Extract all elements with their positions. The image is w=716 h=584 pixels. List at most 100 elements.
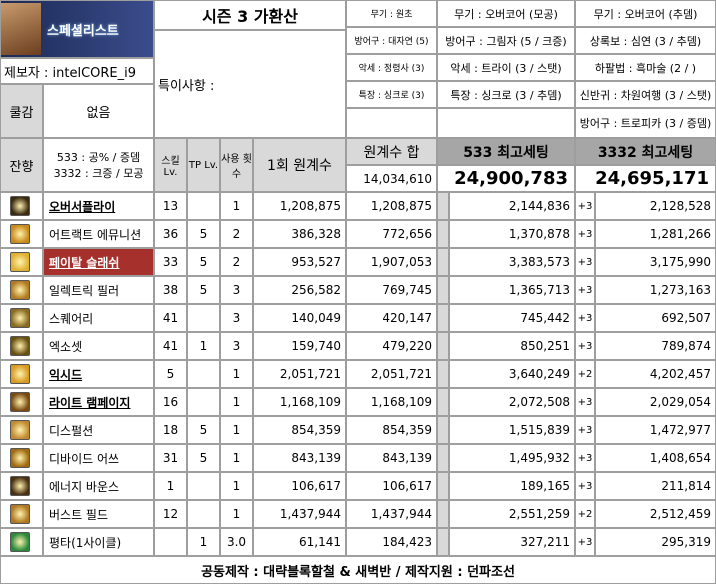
skill-3332: 4,202,457 [595,360,716,388]
skill-name-cell: 익시드 [43,360,154,388]
skill-3332: 295,319 [595,528,716,556]
skill-sum: 843,139 [346,444,437,472]
skill-icon [9,504,30,524]
skill-level-bonus: +3 [575,332,595,360]
skill-name-cell: 에너지 바운스 [43,472,154,500]
gap-cell [437,360,449,388]
skill-name-cell: 디스펄션 [43,416,154,444]
skill-sum: 1,437,944 [346,500,437,528]
skill-uses: 3.0 [220,528,253,556]
gap-cell [437,220,449,248]
residual-value-3332: 3332 : 크증 / 모공 [53,167,144,180]
skill-sum: 769,745 [346,276,437,304]
skill-533: 2,144,836 [449,192,575,220]
skill-icon-cell [0,192,43,220]
gap-cell [437,472,449,500]
skill-lv: 5 [154,360,187,388]
gear-mid-item-2: 악세 : 트라이 (3 / 스탯) [437,54,575,81]
residual-label: 잔향 [0,138,43,192]
skill-name-cell: 평타(1사이클) [43,528,154,556]
col-per-hit: 1회 원계수 [253,138,346,192]
skill-lv: 16 [154,388,187,416]
skill-3332: 789,874 [595,332,716,360]
col-tp-lv: TP Lv. [187,138,220,192]
gear-left-empty [346,108,437,138]
skill-per-hit: 1,437,944 [253,500,346,528]
skill-tp: 5 [187,444,220,472]
skill-per-hit: 140,049 [253,304,346,332]
skill-icon [9,476,30,496]
skill-533: 1,365,713 [449,276,575,304]
skill-name-cell: 디바이드 어쓰 [43,444,154,472]
gap-cell [437,444,449,472]
col-533-label: 533 최고세팅 [437,138,575,165]
gear-right-item-3: 신반귀 : 차원여행 (3 / 스탯) [575,81,716,108]
gap-cell [437,416,449,444]
skill-per-hit: 843,139 [253,444,346,472]
gap-cell [437,304,449,332]
skill-uses: 1 [220,500,253,528]
skill-uses: 1 [220,388,253,416]
skill-533: 1,515,839 [449,416,575,444]
skill-name: 에너지 바운스 [49,479,120,494]
skill-level-bonus: +3 [575,276,595,304]
special-notes-label: 특이사항 : [154,30,346,138]
skill-name: 라이트 램페이지 [49,395,131,410]
skill-uses: 1 [220,416,253,444]
skill-tp: 5 [187,276,220,304]
gap-cell [437,388,449,416]
cooldown-value: 없음 [43,84,154,138]
skill-icon-cell [0,332,43,360]
skill-per-hit: 1,208,875 [253,192,346,220]
skill-icon-cell [0,472,43,500]
skill-lv [154,528,187,556]
skill-533: 2,072,508 [449,388,575,416]
col-3332-label: 3332 최고세팅 [575,138,716,165]
skill-icon [9,336,30,356]
gear-left-item-0: 무기 : 원초 [346,0,437,27]
skill-name: 익시드 [49,367,83,382]
skill-level-bonus: +3 [575,444,595,472]
skill-icon [9,448,30,468]
skill-3332: 1,472,977 [595,416,716,444]
residual-value: 533 : 공% / 증뎀 3332 : 크증 / 모공 [43,138,154,192]
residual-value-533: 533 : 공% / 증뎀 [56,151,141,164]
skill-sum: 479,220 [346,332,437,360]
skill-name: 페이탈 슬래쉬 [47,252,122,272]
sheet-title: 시즌 3 가환산 [154,0,346,30]
gap-cell [437,528,449,556]
skill-533: 189,165 [449,472,575,500]
skill-533: 745,442 [449,304,575,332]
skill-3332: 1,273,163 [595,276,716,304]
gear-mid-empty [437,108,575,138]
skill-3332: 211,814 [595,472,716,500]
skill-uses: 1 [220,444,253,472]
skill-level-bonus: +3 [575,416,595,444]
skill-3332: 2,128,528 [595,192,716,220]
col-sum-total: 14,034,610 [346,165,437,192]
skill-tp: 5 [187,248,220,276]
skill-sum: 1,208,875 [346,192,437,220]
skill-icon-cell [0,304,43,332]
skill-lv: 33 [154,248,187,276]
gear-right-item-0: 무기 : 오버코어 (추뎀) [575,0,716,27]
skill-icon [9,420,30,440]
skill-tp [187,388,220,416]
skill-name: 일렉트릭 필러 [49,283,120,298]
skill-level-bonus: +3 [575,192,595,220]
skill-tp [187,192,220,220]
skill-3332: 692,507 [595,304,716,332]
skill-sum: 184,423 [346,528,437,556]
skill-name: 오버서플라이 [49,199,116,214]
skill-tp: 1 [187,528,220,556]
skill-per-hit: 2,051,721 [253,360,346,388]
skill-uses: 3 [220,276,253,304]
skill-sum: 772,656 [346,220,437,248]
gear-right-item-2: 하팔법 : 흑마술 (2 / ) [575,54,716,81]
skill-name: 어트랙트 에뮤니션 [49,227,142,242]
skill-sum: 1,168,109 [346,388,437,416]
skill-name-cell: 페이탈 슬래쉬 [43,248,154,276]
gap-cell [437,332,449,360]
skill-per-hit: 61,141 [253,528,346,556]
skill-icon-cell [0,500,43,528]
